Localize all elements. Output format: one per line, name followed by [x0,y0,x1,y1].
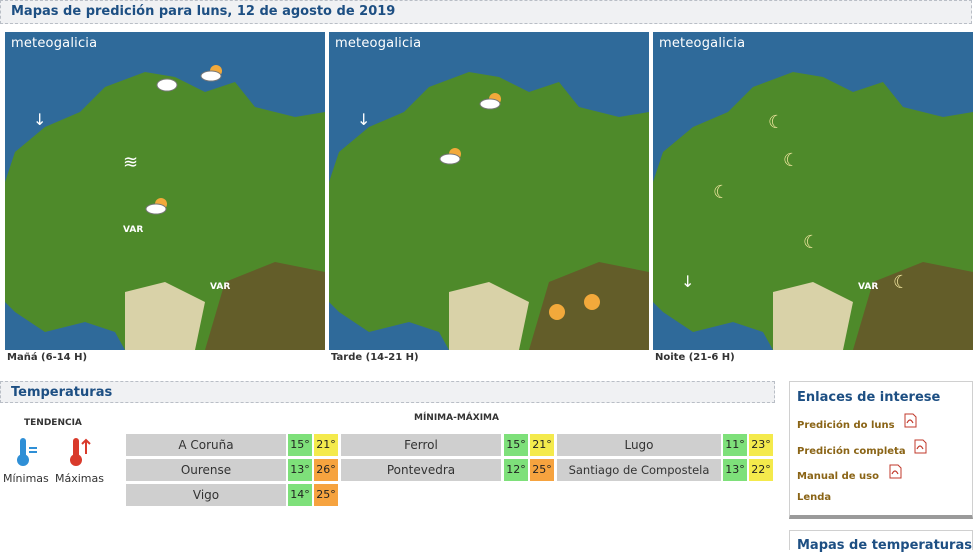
links-panel [789,381,973,519]
city-name[interactable]: Santiago de Compostela [557,459,721,481]
pdf-icon[interactable] [889,464,902,479]
meteogalicia-logo: meteogalicia [11,36,98,51]
partly-cloudy-icon [479,92,503,110]
temp-min: 12° [504,459,528,481]
meteogalicia-logo: meteogalicia [335,36,422,51]
map-night[interactable]: meteogalicia VAR ☾ ☾ ☾ ☾ ☾ ↓ [653,32,973,350]
moon-icon: ☾ [713,182,730,203]
moon-icon: ☾ [783,150,800,171]
afternoon-map-graphic [329,32,649,350]
city-name[interactable]: A Coruña [126,434,286,456]
partly-cloudy-icon [155,74,179,92]
var-label: VAR [858,282,879,292]
moon-icon: ☾ [803,232,820,253]
partly-cloudy-icon [145,197,169,215]
thermometer-min-icon[interactable] [15,436,41,468]
minmax-label: MÍNIMA-MÁXIMA [414,413,499,423]
wind-arrow-icon: ↓ [33,110,47,129]
var-label-2: VAR [210,282,231,292]
map-morning[interactable]: meteogalicia VAR VAR ≋ ↓ [5,32,325,350]
temp-min: 11° [723,434,747,456]
link-manual-uso[interactable]: Manual de uso [797,471,879,482]
city-name[interactable]: Ferrol [341,434,501,456]
maximas-label: Máximas [55,472,104,485]
city-name[interactable]: Ourense [126,459,286,481]
link-predicion-completa[interactable]: Predición completa [797,446,906,457]
temp-max: 21° [530,434,554,456]
city-name[interactable]: Pontevedra [341,459,501,481]
caption-morning: Mañá (6-14 H) [7,352,88,363]
temp-max: 25° [314,484,338,506]
link-predicion-luns[interactable]: Predición do luns [797,420,895,431]
pdf-icon[interactable] [914,439,927,454]
partly-cloudy-icon [439,147,463,165]
var-label: VAR [123,225,144,235]
minimas-label: Mínimas [3,472,49,485]
partly-cloudy-icon [200,64,224,82]
wind-arrow-icon: ↓ [681,272,695,291]
temperature-maps-panel [789,530,973,550]
meteogalicia-logo: meteogalicia [659,36,746,51]
caption-night: Noite (21-6 H) [655,352,735,363]
temperature-maps-title: Mapas de temperaturas [797,538,972,553]
moon-icon: ☾ [768,112,785,133]
temp-min: 14° [288,484,312,506]
temperatures-header: Temperaturas [0,381,775,403]
temp-min: 15° [288,434,312,456]
fog-icon: ≋ [123,152,139,173]
forecast-title-bar: Mapas de predición para luns, 12 de agos… [0,0,972,24]
city-name[interactable]: Lugo [557,434,721,456]
temp-min: 13° [723,459,747,481]
temp-max: 26° [314,459,338,481]
pdf-icon[interactable] [904,413,917,428]
temp-max: 22° [749,459,773,481]
wind-arrow-icon: ↓ [357,110,371,129]
tendencia-label: TENDENCIA [24,418,82,428]
page-title: Mapas de predición para luns, 12 de agos… [11,4,396,19]
night-map-graphic [653,32,973,350]
temp-max: 25° [530,459,554,481]
city-name[interactable]: Vigo [126,484,286,506]
temp-min: 15° [504,434,528,456]
links-title: Enlaces de interese [797,390,941,405]
temp-max: 23° [749,434,773,456]
map-afternoon[interactable]: meteogalicia ↓ [329,32,649,350]
temp-min: 13° [288,459,312,481]
thermometer-max-icon[interactable] [68,436,94,468]
link-lenda[interactable]: Lenda [797,492,832,503]
temp-max: 21° [314,434,338,456]
caption-afternoon: Tarde (14-21 H) [331,352,419,363]
temperatures-title: Temperaturas [11,385,113,400]
moon-icon: ☾ [893,272,910,293]
